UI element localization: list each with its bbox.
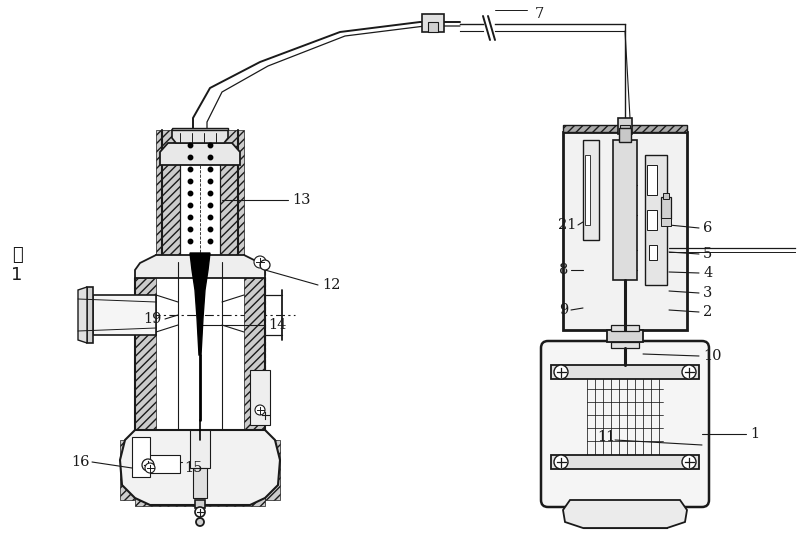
Bar: [422, 14, 444, 32]
Bar: [611, 325, 639, 331]
Text: 8: 8: [558, 263, 568, 277]
Text: 4: 4: [703, 266, 712, 280]
Polygon shape: [265, 440, 280, 500]
Text: 13: 13: [292, 193, 310, 207]
Text: 21: 21: [558, 218, 576, 232]
Text: 9: 9: [558, 303, 568, 317]
Bar: [607, 330, 643, 342]
Text: 图: 图: [12, 246, 22, 264]
Circle shape: [142, 459, 154, 471]
Text: 2: 2: [703, 305, 712, 319]
Bar: [428, 22, 438, 32]
Bar: [663, 193, 669, 199]
Text: 1: 1: [11, 266, 22, 284]
Bar: [649, 245, 657, 260]
Bar: [583, 140, 599, 240]
Text: 6: 6: [703, 221, 712, 235]
Text: 7: 7: [535, 7, 544, 21]
Polygon shape: [87, 287, 93, 343]
Polygon shape: [190, 253, 210, 355]
Bar: [132, 437, 150, 477]
Text: 11: 11: [597, 430, 615, 444]
Polygon shape: [563, 125, 687, 132]
Polygon shape: [563, 500, 687, 528]
Circle shape: [554, 455, 568, 469]
Polygon shape: [156, 130, 180, 262]
Polygon shape: [78, 287, 87, 343]
Text: 5: 5: [703, 247, 712, 261]
Circle shape: [195, 507, 205, 517]
Bar: [661, 197, 671, 219]
Polygon shape: [135, 278, 156, 430]
Bar: [647, 165, 657, 195]
Polygon shape: [563, 322, 687, 330]
Bar: [611, 342, 639, 348]
Bar: [585, 155, 590, 225]
Polygon shape: [120, 430, 280, 505]
Polygon shape: [563, 132, 687, 330]
Bar: [138, 455, 180, 473]
Polygon shape: [220, 130, 244, 262]
Bar: [551, 365, 699, 379]
Bar: [195, 500, 205, 508]
FancyBboxPatch shape: [541, 341, 709, 507]
Circle shape: [682, 455, 696, 469]
Bar: [193, 468, 207, 498]
Text: 12: 12: [322, 278, 340, 292]
Text: 19: 19: [144, 312, 162, 326]
Polygon shape: [172, 128, 228, 130]
Polygon shape: [669, 132, 687, 330]
Polygon shape: [172, 130, 228, 143]
Bar: [250, 370, 270, 425]
Text: 16: 16: [71, 455, 90, 469]
Circle shape: [682, 365, 696, 379]
Polygon shape: [563, 132, 581, 330]
Polygon shape: [135, 498, 265, 506]
Polygon shape: [160, 143, 240, 165]
Polygon shape: [135, 255, 265, 278]
Text: 14: 14: [268, 318, 286, 332]
Bar: [620, 125, 630, 133]
Bar: [645, 155, 667, 285]
Circle shape: [254, 256, 266, 268]
Circle shape: [554, 365, 568, 379]
Circle shape: [255, 405, 265, 415]
Circle shape: [260, 410, 270, 420]
Polygon shape: [93, 295, 156, 335]
Text: 10: 10: [703, 349, 722, 363]
Circle shape: [145, 463, 155, 473]
Bar: [647, 210, 657, 230]
Bar: [190, 430, 210, 468]
Polygon shape: [120, 440, 135, 500]
Bar: [619, 128, 631, 142]
Circle shape: [260, 260, 270, 270]
Text: 1: 1: [750, 427, 759, 441]
Bar: [661, 218, 671, 226]
Text: 3: 3: [703, 286, 712, 300]
Bar: [618, 118, 632, 134]
Circle shape: [196, 518, 204, 526]
Text: 15: 15: [185, 461, 203, 475]
Polygon shape: [244, 278, 265, 430]
Bar: [613, 140, 637, 280]
Bar: [551, 455, 699, 469]
